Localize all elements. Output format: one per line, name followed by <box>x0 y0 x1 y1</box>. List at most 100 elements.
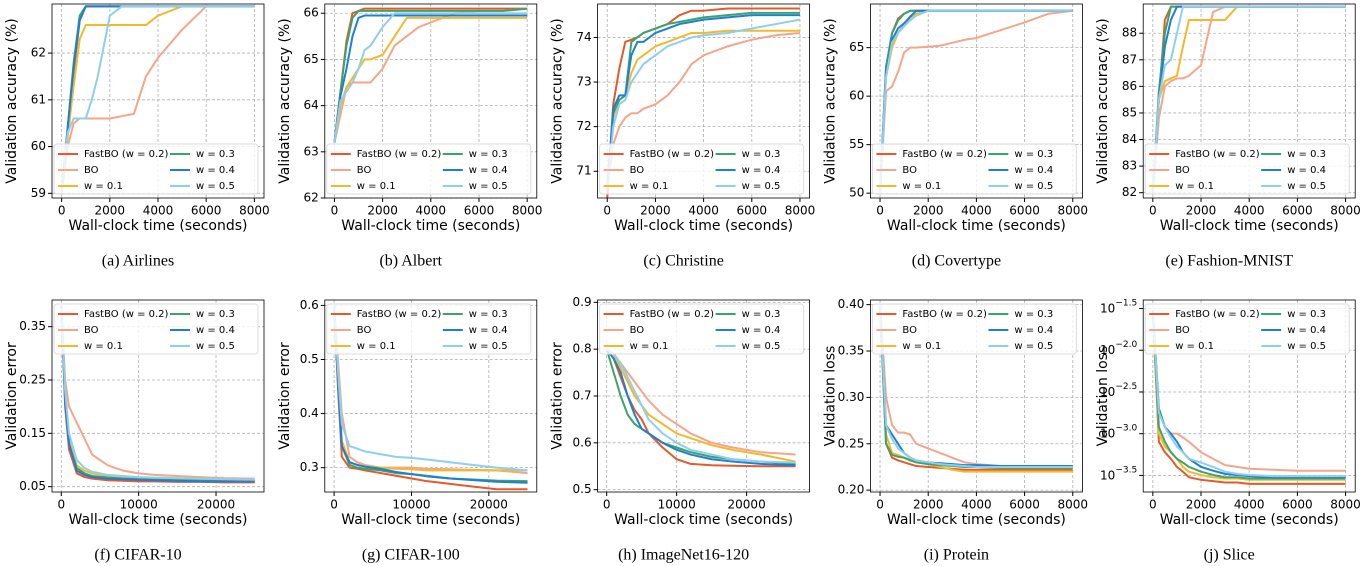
plot-frame <box>51 299 265 493</box>
plot-frame <box>597 3 810 199</box>
legend-label: BO <box>84 325 99 336</box>
y-axis-label: Validation accuracy (%) <box>822 18 838 183</box>
caption: (j) Slice <box>1204 547 1255 564</box>
series-line <box>606 11 800 190</box>
y-tick-label: 65 <box>849 40 864 54</box>
legend-label: w = 0.4 <box>1014 165 1053 176</box>
series-line <box>60 305 255 481</box>
plot-frame <box>870 3 1083 199</box>
legend-label: w = 0.4 <box>1014 325 1053 336</box>
x-tick-label: 0 <box>58 204 66 218</box>
legend-label: w = 0.4 <box>469 165 508 176</box>
series-line <box>1151 310 1346 481</box>
plot-frame <box>1142 299 1356 493</box>
series-line <box>1151 310 1346 480</box>
legend-box <box>599 303 805 355</box>
series-line <box>606 348 796 456</box>
legend-label: w = 0.3 <box>469 149 508 160</box>
panel: 0 2000 4000 6000 8000 71 72 73 74 FastBO (w = 0.2… <box>550 3 815 270</box>
caption: (g) CIFAR-100 <box>362 547 460 564</box>
legend-label: w = 0.1 <box>84 341 123 352</box>
tick-base: 10 <box>1100 384 1115 398</box>
series-line <box>606 18 801 190</box>
x-tick-label: 8000 <box>1057 204 1088 218</box>
x-tick-label: 4000 <box>961 498 992 512</box>
y-axis-label: Validation loss <box>1095 346 1111 447</box>
series-line <box>605 348 796 467</box>
x-tick-label: 4000 <box>416 204 447 218</box>
x-tick-label: 0 <box>331 204 339 218</box>
y-tick-label: 0.25 <box>19 373 46 387</box>
y-tick-label: 0.05 <box>19 479 46 493</box>
legend-label: w = 0.4 <box>742 325 781 336</box>
x-tick-label: 2000 <box>367 204 398 218</box>
tick-base: 10 <box>1100 426 1115 440</box>
y-axis-label: Validation error <box>4 342 20 450</box>
x-tick-label: 0 <box>603 204 611 218</box>
panel: 0 2000 4000 6000 8000 62 63 64 65 66 FastBO (w = 0… <box>277 3 542 270</box>
legend-label: w = 0.3 <box>196 149 235 160</box>
legend-label: w = 0.1 <box>1175 341 1214 352</box>
y-tick-label: 0.6 <box>573 435 592 449</box>
series-line <box>605 348 796 468</box>
x-tick-label: 4000 <box>1234 498 1265 512</box>
y-tick-label: 0.9 <box>573 295 592 309</box>
legend-label: BO <box>630 325 645 336</box>
y-tick-label: 0.7 <box>573 389 592 403</box>
x-tick-label: 6000 <box>1009 498 1040 512</box>
x-tick-label: 6000 <box>737 204 768 218</box>
x-axis-label: Wall-clock time (seconds) <box>887 218 1066 234</box>
caption: (b) Albert <box>379 253 442 270</box>
legend-label: w = 0.5 <box>1287 181 1326 192</box>
legend-label: w = 0.3 <box>742 309 781 320</box>
legend-label: w = 0.4 <box>196 325 235 336</box>
legend-label: w = 0.5 <box>469 341 508 352</box>
y-tick-label: 60 <box>31 139 46 153</box>
tick-exponent: −2.5 <box>1115 381 1137 391</box>
panel: 0 10000 20000 0.05 0.15 0.25 0.35 FastBO (w = 0… <box>4 299 265 564</box>
panel: 0 10000 20000 0.3 0.4 0.5 0.6 FastBO (w = 0.2) B… <box>277 298 538 564</box>
x-tick-label: 0 <box>1149 498 1157 512</box>
series-line <box>333 7 528 143</box>
y-tick-label: 0.20 <box>838 483 865 497</box>
y-tick-label: 0.35 <box>838 344 865 358</box>
legend-label: w = 0.3 <box>469 309 508 320</box>
y-axis-label: Validation error <box>550 342 566 450</box>
legend-label: w = 0.3 <box>742 149 781 160</box>
legend-label: w = 0.5 <box>1287 341 1326 352</box>
legend-box <box>326 303 532 355</box>
legend-label: w = 0.1 <box>902 341 941 352</box>
y-tick-label: 63 <box>304 144 319 158</box>
legend-label: w = 0.1 <box>357 181 396 192</box>
legend-label: w = 0.4 <box>742 165 781 176</box>
series-line <box>333 305 528 472</box>
legend-label: w = 0.5 <box>742 181 781 192</box>
series-line <box>333 305 528 472</box>
y-tick-label: 84 <box>1122 132 1137 146</box>
legend-box <box>53 303 259 355</box>
caption: (f) CIFAR-10 <box>94 547 181 564</box>
series-line <box>879 9 1073 194</box>
y-tick-label: 62 <box>31 46 46 60</box>
x-axis-label: Wall-clock time (seconds) <box>341 512 520 528</box>
x-tick-label: 4000 <box>961 204 992 218</box>
x-axis-label: Wall-clock time (seconds) <box>1160 512 1339 528</box>
x-tick-label: 2000 <box>640 204 671 218</box>
y-tick-label: 83 <box>1122 159 1137 173</box>
legend-label: FastBO (w = 0.2) <box>902 309 987 320</box>
series-line <box>605 348 796 465</box>
x-axis-label: Wall-clock time (seconds) <box>69 512 248 528</box>
x-tick-label: 8000 <box>1330 498 1361 512</box>
series-line <box>333 14 528 143</box>
legend-label: w = 0.5 <box>742 341 781 352</box>
x-tick-label: 8000 <box>1057 498 1088 512</box>
y-tick-label: 86 <box>1122 79 1137 93</box>
caption: (c) Christine <box>643 253 723 270</box>
plot-frame <box>51 3 265 199</box>
legend-label: BO <box>84 165 99 176</box>
x-tick-label: 6000 <box>1282 498 1313 512</box>
x-tick-label: 4000 <box>1234 204 1265 218</box>
panel: 0 2000 4000 6000 8000 59 60 61 62 FastBO (w = 0.2… <box>4 3 270 270</box>
panel: 0 2000 4000 6000 8000 82 83 84 85 86 87 88 FastBO (w… <box>1095 3 1361 270</box>
legend-label: w = 0.3 <box>1014 309 1053 320</box>
